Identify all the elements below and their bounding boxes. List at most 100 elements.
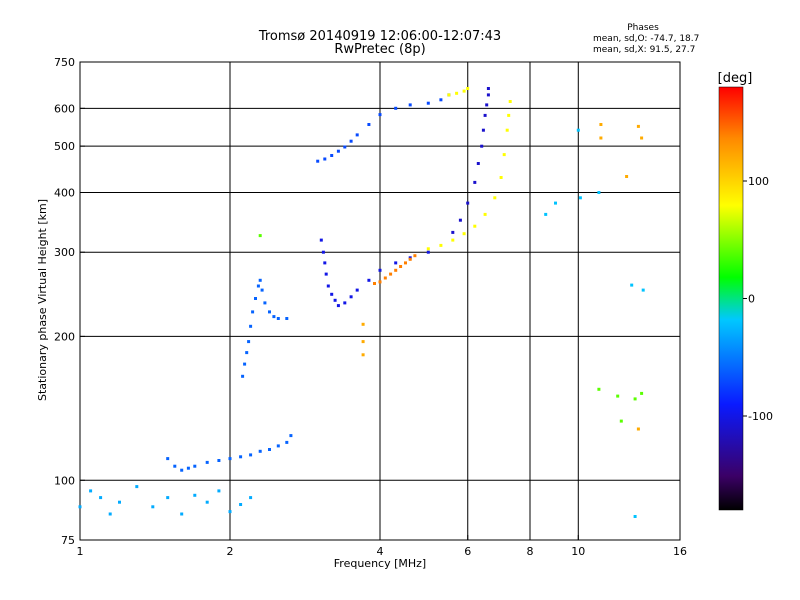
data-point xyxy=(180,512,184,516)
data-point xyxy=(451,238,455,242)
chart-title: Tromsø 20140919 12:06:00-12:07:43 xyxy=(258,29,501,44)
y-axis-ticks: 75 100 200 300 400 500 600 750 xyxy=(54,56,85,547)
data-point xyxy=(254,297,257,300)
data-points xyxy=(78,87,645,518)
data-point xyxy=(263,301,267,305)
x-tick-label: 8 xyxy=(527,545,534,558)
data-point xyxy=(239,503,243,506)
data-point xyxy=(466,201,470,205)
data-point xyxy=(597,191,601,194)
data-point xyxy=(404,261,407,265)
data-point xyxy=(599,136,603,140)
stats-line-x: mean, sd,X: 91.5, 27.7 xyxy=(593,45,695,55)
colorbar-tick-label: -100 xyxy=(748,410,773,423)
data-point xyxy=(439,98,443,102)
data-point xyxy=(247,340,251,344)
data-point xyxy=(258,234,262,238)
x-tick-label: 16 xyxy=(673,545,687,558)
stats-title: Phases xyxy=(627,23,659,33)
colorbar-ticks: 100 0 -100 xyxy=(743,175,773,423)
data-point xyxy=(336,149,340,153)
data-point xyxy=(78,505,82,509)
data-point xyxy=(258,278,262,282)
data-point xyxy=(576,128,580,132)
x-axis-ticks: 1 2 4 6 8 10 16 xyxy=(77,535,687,558)
data-point xyxy=(228,457,232,461)
data-point xyxy=(640,136,644,140)
x-tick-label: 6 xyxy=(464,545,471,558)
data-point xyxy=(597,387,601,391)
x-tick-label: 1 xyxy=(77,545,84,558)
y-tick-label: 500 xyxy=(54,140,75,153)
data-point xyxy=(323,261,327,265)
data-point xyxy=(473,224,477,228)
x-axis-label: Frequency [MHz] xyxy=(334,557,426,570)
data-point xyxy=(413,254,417,258)
colorbar xyxy=(718,86,744,511)
y-tick-label: 300 xyxy=(54,246,75,259)
data-point xyxy=(249,324,253,328)
data-point xyxy=(268,448,271,451)
data-point xyxy=(633,515,637,518)
data-point xyxy=(483,113,487,117)
data-point xyxy=(268,310,271,314)
y-tick-label: 600 xyxy=(54,102,75,115)
data-point xyxy=(486,87,490,90)
data-point xyxy=(426,250,430,254)
data-point xyxy=(439,243,443,247)
y-tick-label: 75 xyxy=(61,534,75,547)
data-point xyxy=(256,284,260,288)
data-point xyxy=(636,427,640,431)
y-tick-label: 400 xyxy=(54,186,75,199)
data-point xyxy=(239,455,243,459)
data-point xyxy=(480,144,484,148)
data-point xyxy=(462,89,466,93)
data-point xyxy=(505,128,509,132)
data-point xyxy=(361,340,365,344)
data-point xyxy=(493,196,497,200)
data-point xyxy=(108,512,112,516)
data-point xyxy=(173,464,177,468)
data-point xyxy=(89,489,93,493)
data-point xyxy=(641,288,645,292)
data-point xyxy=(330,292,334,296)
data-point xyxy=(245,351,249,355)
data-point xyxy=(319,238,323,242)
data-point xyxy=(333,298,337,302)
data-point xyxy=(394,106,398,110)
data-point xyxy=(349,139,353,143)
x-tick-label: 10 xyxy=(571,545,585,558)
data-point xyxy=(466,87,470,90)
data-point xyxy=(378,280,382,284)
data-point xyxy=(272,315,276,319)
data-point xyxy=(485,103,489,107)
y-tick-label: 100 xyxy=(54,474,75,487)
data-point xyxy=(483,212,487,216)
data-point xyxy=(355,133,359,137)
data-point xyxy=(355,288,359,292)
data-point xyxy=(324,272,328,276)
data-point xyxy=(481,128,485,132)
data-point xyxy=(205,460,209,464)
data-point xyxy=(426,247,430,251)
data-point xyxy=(166,457,170,461)
data-point xyxy=(193,464,197,468)
data-point xyxy=(502,153,506,157)
data-point xyxy=(241,374,245,378)
grid-lines xyxy=(80,62,680,540)
data-point xyxy=(323,157,327,161)
y-tick-label: 750 xyxy=(54,56,75,69)
data-point xyxy=(249,496,253,500)
data-point xyxy=(633,397,637,401)
data-point xyxy=(186,466,190,470)
data-point xyxy=(205,500,209,504)
data-point xyxy=(193,493,197,497)
data-point xyxy=(166,496,170,500)
data-point xyxy=(251,310,255,314)
data-point xyxy=(373,282,376,285)
data-point xyxy=(408,257,412,261)
data-point xyxy=(507,113,511,117)
data-point xyxy=(99,496,103,500)
colorbar-tick-label: 0 xyxy=(748,293,755,306)
data-point xyxy=(285,440,289,444)
